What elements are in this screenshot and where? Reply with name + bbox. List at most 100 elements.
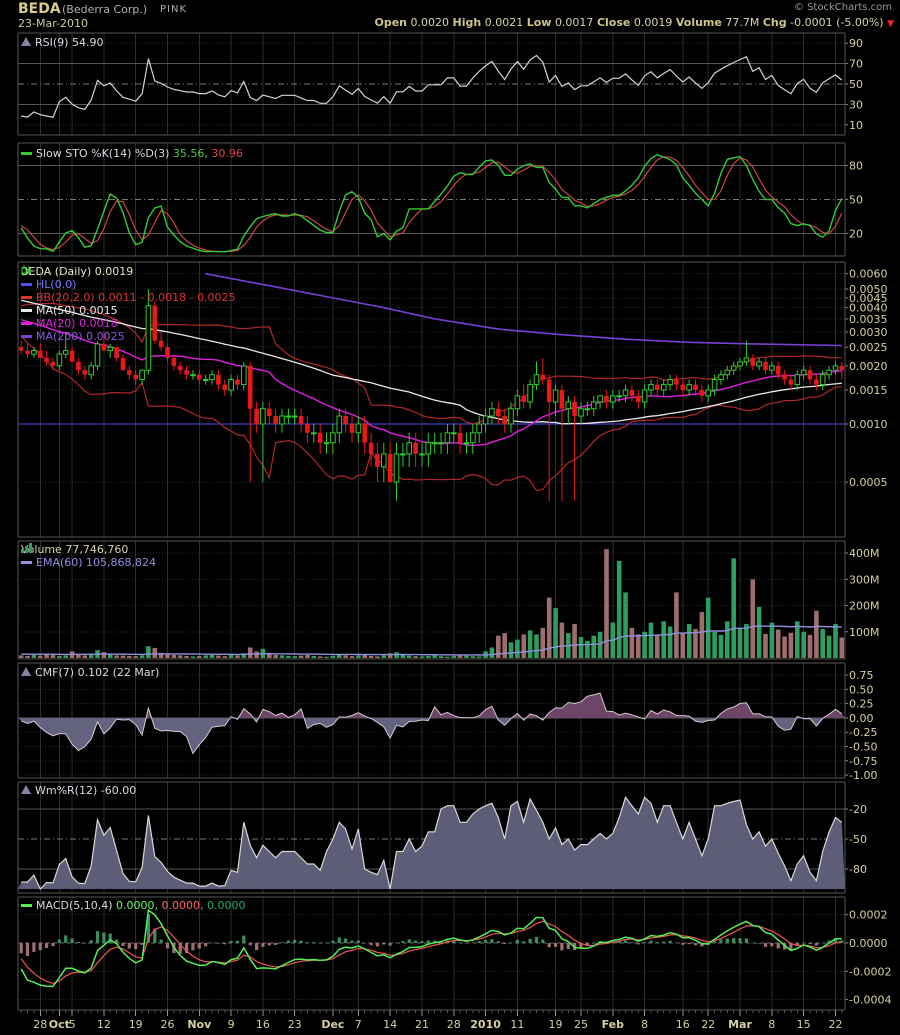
macd-panel: [18, 908, 845, 1001]
open-value: 0.0020: [410, 16, 450, 29]
svg-text:80: 80: [849, 160, 863, 173]
svg-text:Feb: Feb: [602, 1018, 625, 1031]
svg-text:-0.75: -0.75: [849, 755, 877, 768]
svg-text:23: 23: [288, 1018, 302, 1031]
svg-text:14: 14: [383, 1018, 397, 1031]
svg-text:30: 30: [849, 98, 863, 111]
macd-legend: MACD(5,10,4) 0.0000, 0.0000, 0.0000: [21, 899, 246, 912]
svg-text:9: 9: [228, 1018, 235, 1031]
svg-text:50: 50: [849, 194, 863, 207]
svg-text:70: 70: [849, 58, 863, 71]
svg-text:0.75: 0.75: [849, 669, 874, 682]
svg-text:Nov: Nov: [187, 1018, 212, 1031]
svg-text:0.0025: 0.0025: [849, 341, 888, 354]
svg-text:0.0045: 0.0045: [849, 292, 888, 305]
svg-text:0.00: 0.00: [849, 712, 874, 725]
ma50-label: MA(50) 0.0015: [36, 304, 118, 317]
svg-text:Mar: Mar: [728, 1018, 752, 1031]
svg-text:8: 8: [768, 1018, 775, 1031]
svg-text:26: 26: [161, 1018, 175, 1031]
svg-text:0.0000: 0.0000: [849, 937, 888, 950]
svg-text:0.0060: 0.0060: [849, 268, 888, 281]
hl-line-icon: [21, 283, 32, 286]
rsi-legend: RSI(9) 54.90: [21, 36, 103, 49]
rsi-panel: [18, 42, 845, 126]
chg-label: Chg: [762, 16, 787, 29]
sto-d-value: 30.96: [211, 147, 243, 160]
svg-text:11: 11: [510, 1018, 524, 1031]
svg-text:7: 7: [355, 1018, 362, 1031]
volume-panel: [18, 549, 845, 659]
stockcharts-credit: © StockCharts.com: [793, 2, 892, 13]
chart-header: BEDA (Bederra Corp.) PINK © StockCharts.…: [0, 0, 900, 32]
svg-text:2010: 2010: [470, 1018, 501, 1031]
macd-value-3: 0.0000: [207, 899, 246, 912]
svg-text:-0.0002: -0.0002: [849, 965, 891, 978]
volume-bars-icon: [21, 543, 32, 553]
svg-text:200M: 200M: [849, 600, 880, 613]
macd-line-icon: [21, 904, 32, 907]
svg-text:Dec: Dec: [321, 1018, 344, 1031]
mountain-icon: [21, 37, 31, 46]
macd-value-1: 0.0000,: [116, 899, 159, 912]
cmf-panel: [18, 674, 845, 776]
svg-text:300M: 300M: [849, 573, 880, 586]
ema-line-icon: [21, 561, 32, 564]
low-label: Low: [526, 16, 552, 29]
svg-text:-20: -20: [849, 803, 867, 816]
svg-text:15: 15: [797, 1018, 811, 1031]
svg-text:0.0015: 0.0015: [849, 384, 888, 397]
svg-text:21: 21: [415, 1018, 429, 1031]
svg-text:19: 19: [129, 1018, 143, 1031]
svg-text:22: 22: [701, 1018, 715, 1031]
svg-text:16: 16: [256, 1018, 270, 1031]
cmf-label: CMF(7) 0.102 (22 Mar): [35, 666, 160, 679]
svg-text:0.0002: 0.0002: [849, 909, 888, 922]
macd-label: MACD(5,10,4): [36, 899, 113, 912]
main-chart-legend: BEDA (Daily) 0.0019 HL(0.0) BB(20,2.0) 0…: [21, 265, 236, 343]
svg-text:-80: -80: [849, 863, 867, 876]
wpr-legend: Wm%R(12) -60.00: [21, 784, 136, 797]
volume-value: 77.7M: [725, 16, 760, 29]
svg-text:Oct: Oct: [49, 1018, 70, 1031]
high-value: 0.0021: [484, 16, 524, 29]
svg-text:16: 16: [676, 1018, 690, 1031]
candlestick-icon: [21, 265, 31, 276]
volume-legend: Volume 77,746,760 EMA(60) 105,868,824: [21, 543, 156, 569]
volume-label: Volume: [675, 16, 722, 29]
high-label: High: [452, 16, 482, 29]
close-value: 0.0019: [633, 16, 673, 29]
svg-text:100M: 100M: [849, 626, 880, 639]
rsi-label: RSI(9) 54.90: [35, 36, 104, 49]
svg-text:0.0035: 0.0035: [849, 313, 888, 326]
svg-text:0.0005: 0.0005: [849, 476, 888, 489]
svg-text:400M: 400M: [849, 547, 880, 560]
open-label: Open: [374, 16, 408, 29]
svg-text:-0.25: -0.25: [849, 726, 877, 739]
svg-text:-0.50: -0.50: [849, 741, 877, 754]
company-name: (Bederra Corp.): [62, 3, 148, 16]
svg-text:0.0040: 0.0040: [849, 302, 888, 315]
svg-text:19: 19: [549, 1018, 563, 1031]
price-panel: [18, 272, 845, 501]
ema-label: EMA(60) 105,868,824: [36, 556, 157, 569]
exchange-label: PINK: [160, 4, 188, 15]
cmf-legend: CMF(7) 0.102 (22 Mar): [21, 666, 159, 679]
slow-sto-panel: [18, 154, 845, 253]
svg-text:0.0030: 0.0030: [849, 326, 888, 339]
change-down-triangle-icon: ▼: [887, 19, 894, 29]
svg-text:22: 22: [829, 1018, 843, 1031]
svg-text:90: 90: [849, 37, 863, 50]
svg-text:10: 10: [849, 119, 863, 132]
ticker-symbol: BEDA: [18, 1, 61, 17]
svg-text:12: 12: [97, 1018, 111, 1031]
bb-label: BB(20,2.0) 0.0011 - 0.0018 - 0.0025: [36, 291, 236, 304]
svg-text:20: 20: [849, 227, 863, 240]
hl-label: HL(0.0): [36, 278, 77, 291]
sto-k-value: 35.56,: [172, 147, 208, 160]
close-label: Close: [596, 16, 631, 29]
ma200-line-icon: [21, 335, 32, 338]
